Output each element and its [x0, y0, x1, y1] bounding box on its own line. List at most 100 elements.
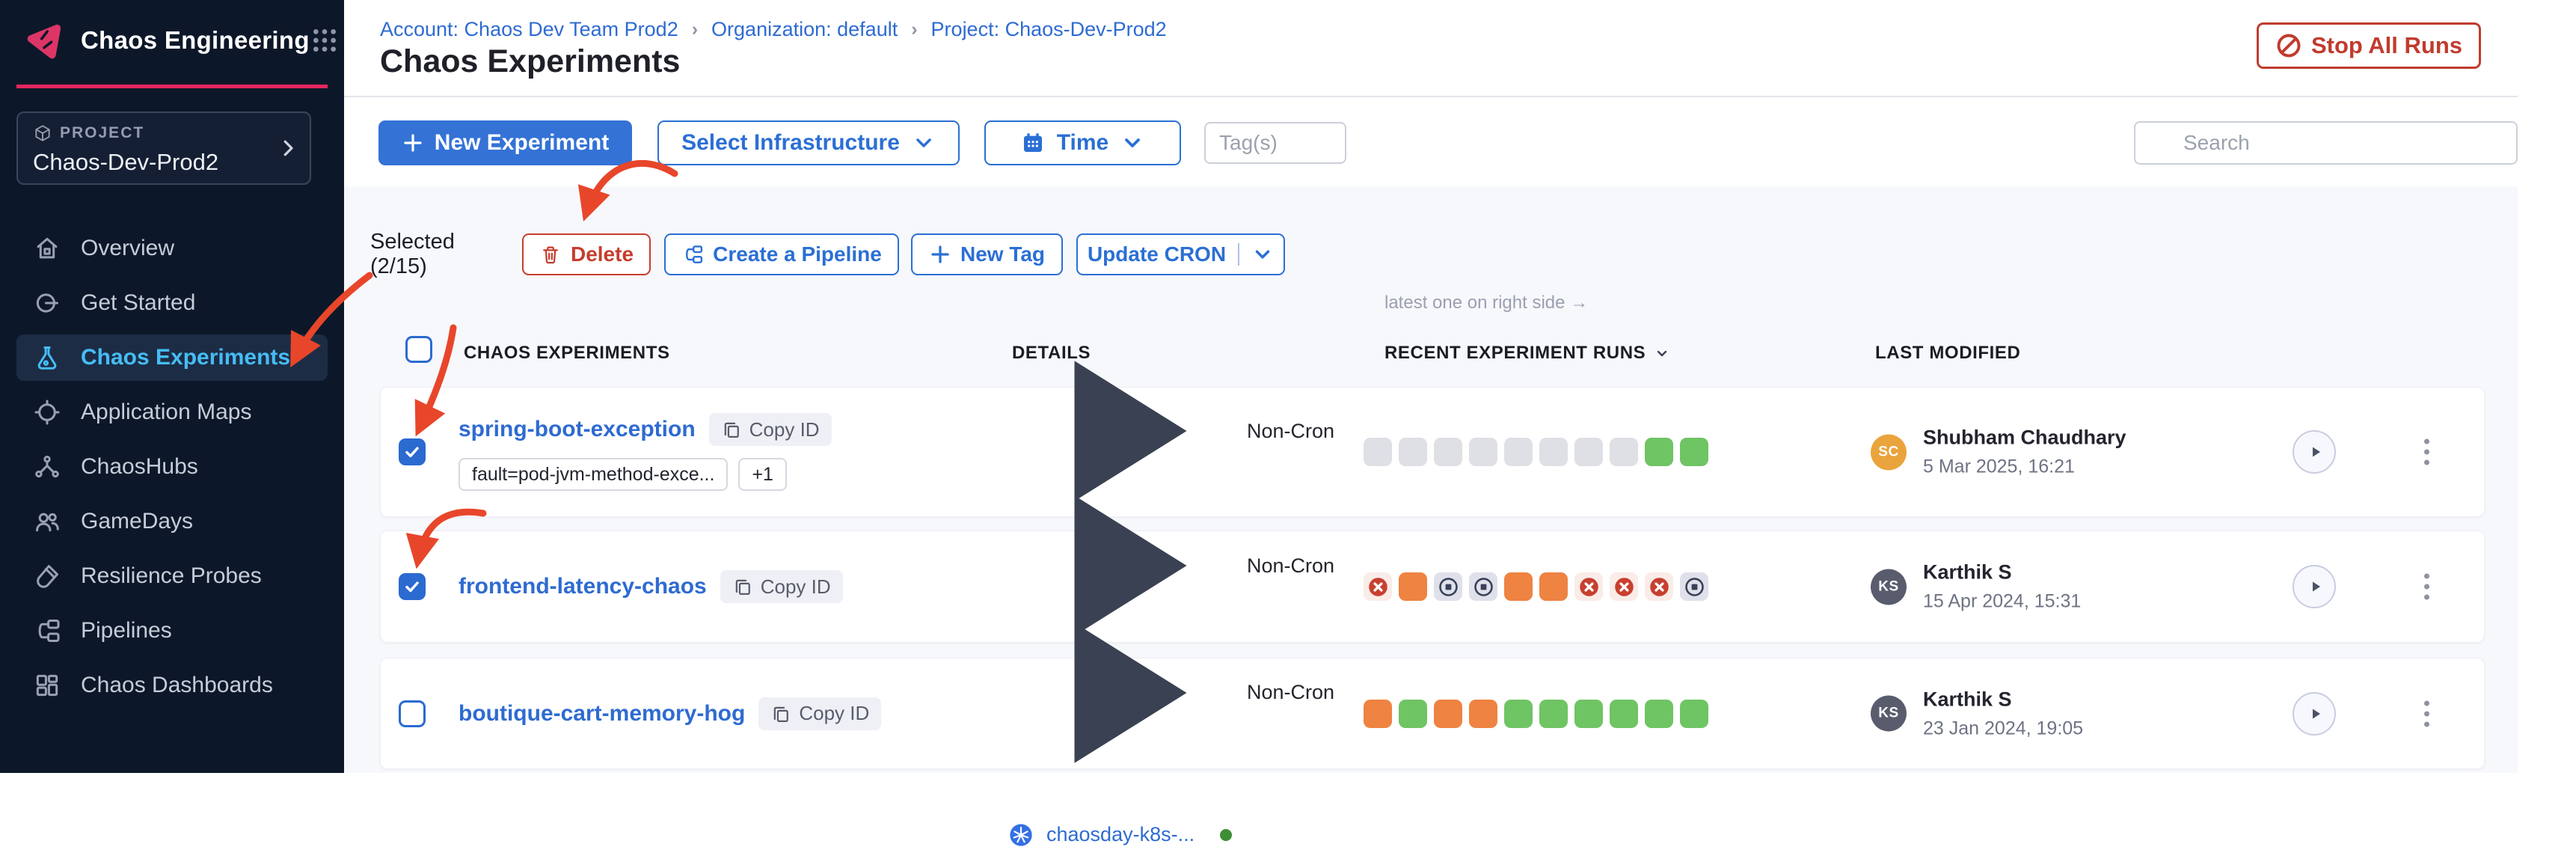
run-status-green[interactable] [1504, 699, 1533, 728]
experiment-name-link[interactable]: boutique-cart-memory-hog [459, 700, 746, 726]
get-started-icon [33, 289, 61, 317]
breadcrumb-separator: › [911, 19, 918, 40]
sidebar-item-chaoshubs[interactable]: ChaosHubs [16, 444, 328, 490]
run-status-grey[interactable] [1364, 438, 1392, 466]
copy-id-button[interactable]: Copy ID [758, 697, 882, 730]
run-status-green[interactable] [1574, 699, 1603, 728]
select-all-checkbox[interactable] [405, 336, 432, 363]
cron-type-label[interactable]: Non-Cron [1247, 419, 1335, 442]
sidebar-item-resilience-probes[interactable]: Resilience Probes [16, 553, 328, 599]
run-status-green[interactable] [1645, 699, 1673, 728]
breadcrumb-link[interactable]: Project: Chaos-Dev-Prod2 [930, 18, 1167, 40]
row-checkbox[interactable] [399, 700, 426, 727]
run-status-green[interactable] [1680, 438, 1708, 466]
expand-triangle-icon [1009, 453, 1233, 678]
run-status-green[interactable] [1680, 699, 1708, 728]
table-header: CHAOS EXPERIMENTS DETAILS RECENT EXPERIM… [344, 334, 2518, 371]
chevron-right-icon [277, 137, 299, 159]
new-experiment-button[interactable]: New Experiment [378, 120, 632, 165]
row-menu-button[interactable] [2417, 693, 2437, 734]
run-status-grey[interactable] [1399, 438, 1427, 466]
cron-type-label[interactable]: Non-Cron [1247, 681, 1335, 703]
stop-all-runs-button[interactable]: Stop All Runs [2256, 22, 2481, 69]
run-status-orange[interactable] [1539, 572, 1568, 601]
row-checkbox[interactable] [399, 573, 426, 600]
run-status-orange[interactable] [1364, 699, 1392, 728]
infrastructure-link[interactable]: chaosday-k8s-... [1046, 823, 1195, 846]
new-tag-button[interactable]: New Tag [911, 233, 1063, 275]
update-cron-button[interactable]: Update CRON [1076, 233, 1285, 275]
hub-icon [33, 453, 61, 481]
sidebar-item-label: Chaos Dashboards [81, 673, 273, 697]
select-infrastructure-dropdown[interactable]: Select Infrastructure [657, 120, 960, 165]
breadcrumb-link[interactable]: Account: Chaos Dev Team Prod2 [380, 18, 678, 40]
row-menu-button[interactable] [2417, 432, 2437, 473]
run-status-orange[interactable] [1434, 699, 1462, 728]
module-grid-icon[interactable] [310, 25, 340, 55]
run-status-stopped[interactable] [1434, 572, 1462, 601]
run-status-grey[interactable] [1574, 438, 1603, 466]
column-header-experiments: CHAOS EXPERIMENTS [464, 343, 670, 363]
avatar: SC [1871, 434, 1907, 470]
sidebar-item-overview[interactable]: Overview [16, 225, 328, 272]
run-status-failed[interactable] [1610, 572, 1638, 601]
column-header-recent-runs[interactable]: RECENT EXPERIMENT RUNS [1384, 343, 1671, 364]
content-area: Selected (2/15) Delete [344, 186, 2518, 846]
run-status-stopped[interactable] [1469, 572, 1497, 601]
tag-chip[interactable]: +1 [738, 458, 787, 491]
run-status-orange[interactable] [1504, 572, 1533, 601]
kubernetes-icon [1009, 823, 1033, 847]
sidebar-item-label: Get Started [81, 290, 196, 315]
copy-id-button[interactable]: Copy ID [708, 413, 832, 446]
pipeline-icon [33, 617, 61, 645]
run-experiment-button[interactable] [2293, 565, 2336, 608]
run-status-orange[interactable] [1469, 699, 1497, 728]
create-pipeline-button[interactable]: Create a Pipeline [664, 233, 899, 275]
run-status-green[interactable] [1399, 699, 1427, 728]
run-status-failed[interactable] [1574, 572, 1603, 601]
sidebar-item-chaos-dashboards[interactable]: Chaos Dashboards [16, 662, 328, 709]
run-status-grey[interactable] [1504, 438, 1533, 466]
sidebar-item-gamedays[interactable]: GameDays [16, 498, 328, 545]
chevron-down-icon [1653, 344, 1671, 362]
dashboard-icon [33, 671, 61, 700]
run-experiment-button[interactable] [2293, 430, 2336, 474]
plus-icon [929, 243, 951, 266]
sidebar: Chaos Engineering PROJECT Chaos-Dev-Prod… [0, 0, 344, 773]
run-status-orange[interactable] [1399, 572, 1427, 601]
project-name: Chaos-Dev-Prod2 [33, 149, 219, 175]
row-checkbox[interactable] [399, 438, 426, 465]
run-status-failed[interactable] [1364, 572, 1392, 601]
tag-chip[interactable]: fault=pod-jvm-method-exce... [459, 458, 729, 491]
sidebar-item-label: Application Maps [81, 400, 252, 424]
sidebar-item-get-started[interactable]: Get Started [16, 280, 328, 326]
run-status-stopped[interactable] [1680, 572, 1708, 601]
run-status-grey[interactable] [1610, 438, 1638, 466]
experiment-name-link[interactable]: frontend-latency-chaos [459, 574, 707, 599]
run-status-grey[interactable] [1434, 438, 1462, 466]
plus-icon [402, 132, 424, 154]
run-experiment-button[interactable] [2293, 691, 2336, 736]
run-status-green[interactable] [1539, 699, 1568, 728]
copy-id-button[interactable]: Copy ID [720, 570, 843, 603]
row-menu-button[interactable] [2417, 566, 2437, 608]
tags-filter-input[interactable] [1204, 122, 1346, 164]
time-filter-dropdown[interactable]: Time [984, 120, 1181, 165]
delete-button[interactable]: Delete [522, 233, 651, 275]
sidebar-item-pipelines[interactable]: Pipelines [16, 608, 328, 654]
cron-type-label[interactable]: Non-Cron [1247, 554, 1335, 577]
run-status-grey[interactable] [1539, 438, 1568, 466]
run-status-grey[interactable] [1469, 438, 1497, 466]
calendar-icon [1021, 131, 1045, 155]
project-selector[interactable]: PROJECT Chaos-Dev-Prod2 [16, 111, 311, 185]
main-area: Account: Chaos Dev Team Prod2 › Organizati… [344, 0, 2518, 846]
sidebar-item-application-maps[interactable]: Application Maps [16, 389, 328, 435]
sidebar-item-chaos-experiments[interactable]: Chaos Experiments [16, 334, 328, 381]
breadcrumb-link[interactable]: Organization: default [711, 18, 898, 40]
prohibition-icon [2275, 32, 2302, 59]
run-status-green[interactable] [1645, 438, 1673, 466]
run-status-failed[interactable] [1645, 572, 1673, 601]
experiment-name-link[interactable]: spring-boot-exception [459, 417, 696, 441]
run-status-green[interactable] [1610, 699, 1638, 728]
search-input[interactable] [2134, 121, 2518, 165]
